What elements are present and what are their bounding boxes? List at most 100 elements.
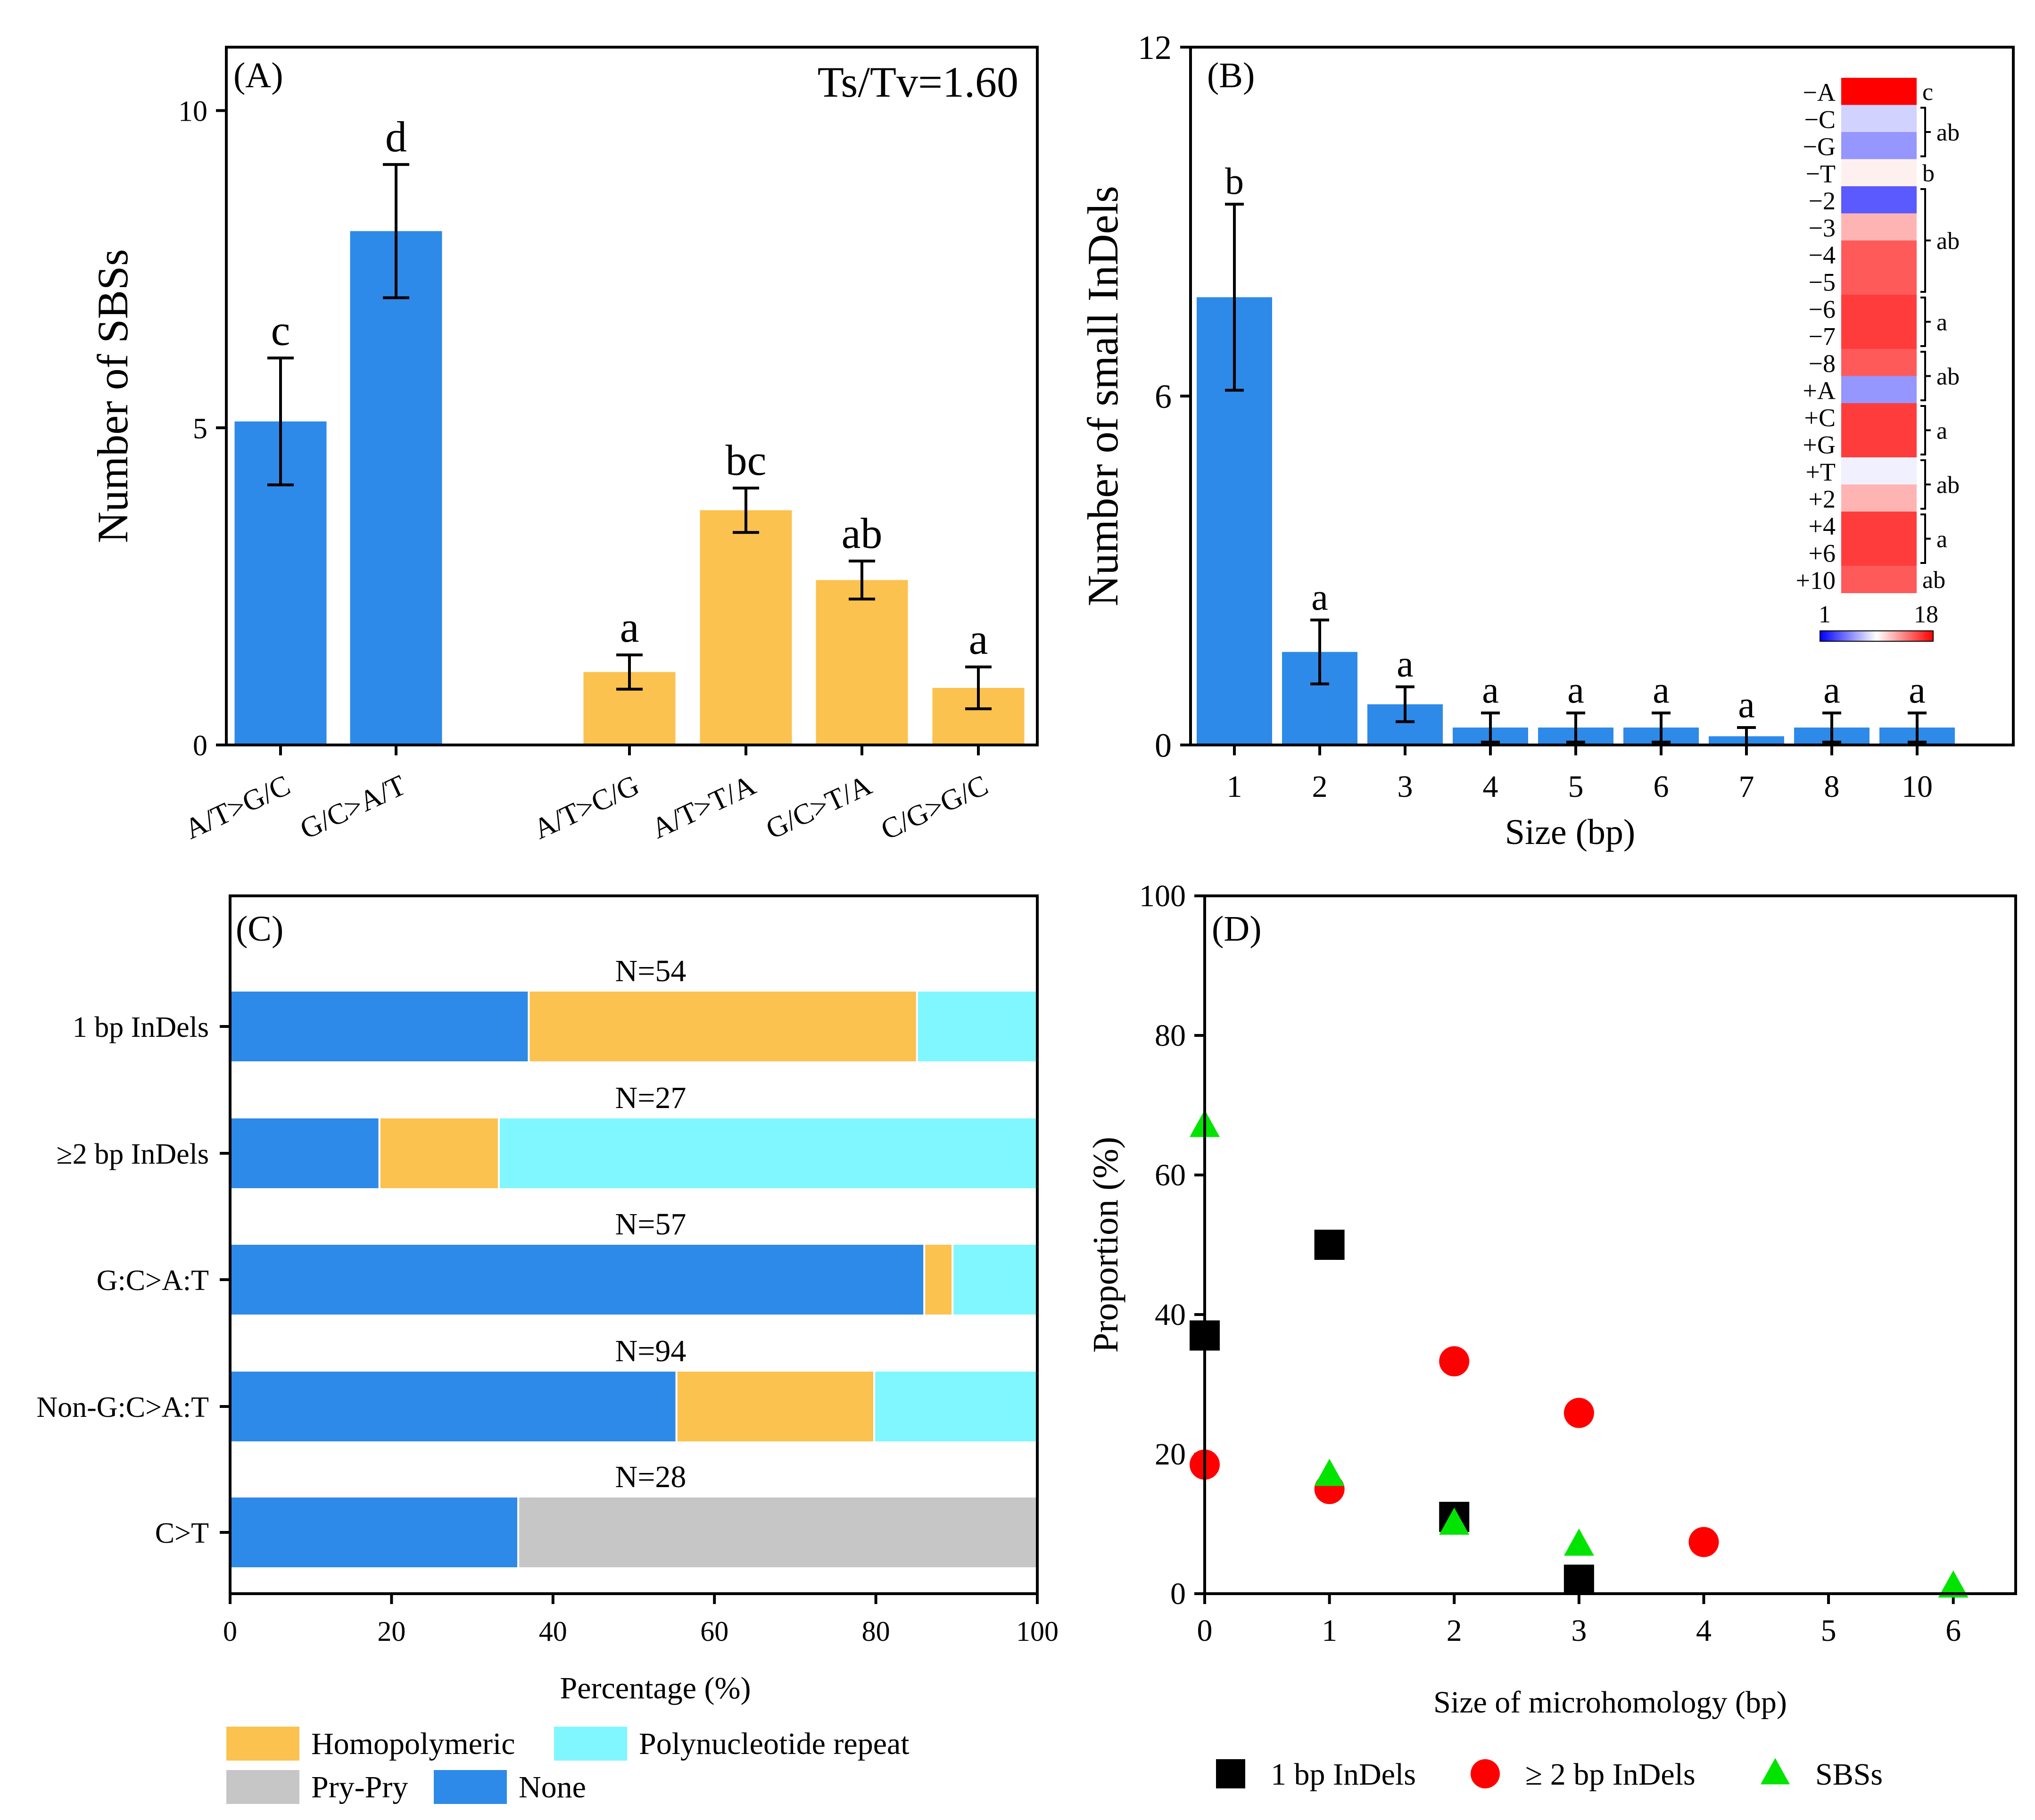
panel-d-xlabel: Size of microhomology (bp) (1433, 1685, 1787, 1720)
panel-d-xtick-label: 0 (1197, 1613, 1213, 1648)
panel-b-xtick-label: 2 (1312, 769, 1328, 804)
heatmap-cell (1841, 512, 1917, 539)
panel-a-xtick-label: G/C>A/T (295, 769, 411, 845)
panel-b-ytick-label: 12 (1138, 29, 1172, 66)
panel-c-bar-segment (916, 990, 1038, 1063)
panel-d-xtick-label: 3 (1571, 1613, 1587, 1648)
panel-b-xtick-label: 7 (1739, 769, 1754, 804)
heatmap-group-bracket (1920, 459, 1931, 510)
panel-c-legend-label: None (519, 1770, 586, 1804)
heatmap-group-bracket (1920, 107, 1931, 157)
panel-a-ytick-label: 0 (193, 730, 207, 762)
panel-d-ytick-label: 100 (1139, 879, 1186, 913)
panel-b-ylabel: Number of small InDels (1079, 186, 1127, 606)
panel-c-ytick-label: 1 bp InDels (73, 1011, 209, 1043)
panel-a-sig-letter: a (620, 603, 639, 651)
panel-d-point-circle (1563, 1398, 1594, 1428)
panel-d-point-square (1314, 1230, 1345, 1260)
panel-c-n-label: N=54 (615, 954, 687, 988)
panel-c-bar-segment (528, 990, 918, 1063)
heatmap-row-label: +6 (1809, 539, 1836, 567)
panel-c-label: (C) (236, 909, 283, 949)
panel-b: 0 6 12 b 1 a 2 a 3 a 4 a 5 a 6 a 7 a 8 a 10 (B) Size (bp) Nu… (1079, 29, 2015, 852)
panel-b-sig-letter: a (1397, 644, 1414, 685)
panel-c-xtick-label: 20 (377, 1616, 405, 1647)
heatmap-row-label: −6 (1809, 295, 1836, 323)
heatmap-cell (1841, 322, 1917, 349)
panel-d-frame (1203, 894, 2017, 1595)
panel-c-legend-swatch (434, 1770, 507, 1804)
panel-d-marks: 0 20 40 60 80 100 0 1 2 3 4 5 6 (1139, 879, 1969, 1648)
panel-c-ytick-label: Non-G:C>A:T (36, 1391, 209, 1423)
panel-d-xtick-label: 5 (1821, 1613, 1836, 1648)
heatmap-scale-max: 18 (1914, 601, 1938, 628)
heatmap-cell (1841, 186, 1917, 214)
panel-c-bar-segment (229, 990, 530, 1063)
panel-b-sig-letter: a (1738, 684, 1755, 726)
panel-c-n-label: N=94 (615, 1334, 687, 1368)
panel-d: 0 20 40 60 80 100 0 1 2 3 4 5 6 (D) Size of microhom… (1086, 879, 2017, 1792)
panel-b-xtick-label: 4 (1483, 769, 1498, 804)
panel-c-bar-segment (923, 1243, 954, 1316)
panel-c-legend-swatch (226, 1727, 299, 1761)
panel-b-label: (B) (1207, 56, 1255, 95)
panel-b-xtick-label: 8 (1824, 769, 1840, 804)
panel-d-ytick-label: 60 (1155, 1158, 1186, 1192)
panel-c-legend-label: Homopolymeric (311, 1727, 515, 1761)
heatmap-cell (1841, 213, 1917, 241)
panel-d-legend: 1 bp InDels ≥ 2 bp InDels SBSs (1216, 1757, 1883, 1792)
heatmap-row-label: +10 (1796, 566, 1836, 595)
panel-b-sig-letter: a (1567, 670, 1584, 711)
heatmap-cell (1841, 430, 1917, 458)
panel-d-xtick-label: 2 (1447, 1613, 1462, 1648)
panel-a-sig-letter: c (271, 306, 290, 354)
panel-a-ytick-label: 5 (193, 413, 207, 445)
panel-c: 0 20 40 60 80 100 1 bp InDels N=54 ≥2 bp InDels N… (36, 894, 1059, 1804)
heatmap-group-letter: a (1936, 526, 1947, 553)
heatmap-cell (1841, 457, 1917, 485)
panel-c-bar-segment (517, 1496, 1038, 1569)
panel-d-ytick-label: 80 (1155, 1018, 1186, 1053)
heatmap-row-label: −G (1803, 132, 1836, 161)
heatmap-group-bracket (1920, 351, 1931, 401)
panel-a-sig-letter: d (385, 113, 407, 161)
panel-c-xtick-label: 40 (539, 1616, 567, 1647)
panel-a-sig-letter: ab (842, 509, 883, 557)
panel-d-legend-marker (1471, 1759, 1500, 1788)
panel-c-bar-segment (229, 1117, 381, 1190)
heatmap-scale-min: 1 (1819, 601, 1831, 628)
heatmap-row-label: −2 (1809, 187, 1836, 215)
heatmap-row-label: +C (1804, 404, 1836, 432)
panel-c-n-label: N=57 (615, 1207, 687, 1241)
heatmap-cell (1841, 349, 1917, 376)
indel-heatmap: −A−C−G−T−2−3−4−5−6−7−8+A+C+G+T+2+4+6+10 c… (1796, 78, 1960, 595)
heatmap-group-letter: ab (1922, 567, 1945, 594)
panel-b-marks: 0 6 12 b 1 a 2 a 3 a 4 a 5 a 6 a 7 a 8 a 10 (1138, 29, 1955, 804)
heatmap-row-label: +4 (1809, 512, 1836, 540)
heatmap-cell (1841, 295, 1917, 322)
panel-d-legend-label: SBSs (1815, 1757, 1883, 1792)
panel-d-point-circle (1439, 1346, 1470, 1377)
panel-c-bar-segment (229, 1370, 678, 1443)
panel-a-frame (225, 46, 1039, 746)
heatmap-row-label: −T (1806, 159, 1836, 188)
heatmap-row-label: +G (1803, 430, 1836, 459)
panel-d-xtick-label: 4 (1696, 1613, 1712, 1648)
heatmap-cell (1841, 240, 1917, 268)
heatmap-cell (1841, 538, 1917, 566)
panel-a-marks: 0 5 10 c A/T>G/C d G/C>A/T a A/T>C/G bc A/T>T/A ab G… (178, 96, 1025, 846)
panel-c-legend: Homopolymeric Polynucleotide repeat Pry-Pr… (226, 1727, 910, 1804)
heatmap-group-letter: ab (1936, 364, 1960, 390)
heatmap-group-letter: c (1922, 79, 1933, 106)
panel-d-legend-label: 1 bp InDels (1271, 1757, 1416, 1792)
heatmap-row-label: −3 (1809, 214, 1836, 242)
panel-a-xtick-label: A/T>C/G (529, 769, 644, 845)
heatmap-group-letter: ab (1936, 119, 1960, 146)
panel-c-xtick-label: 0 (223, 1616, 237, 1647)
panel-c-bar-segment (873, 1370, 1039, 1443)
panel-d-xtick-label: 1 (1322, 1613, 1337, 1648)
heatmap-cell (1841, 159, 1917, 187)
panel-c-bar-segment (675, 1370, 876, 1443)
panel-c-n-label: N=28 (615, 1460, 687, 1494)
panel-d-ylabel: Proportion (%) (1086, 1137, 1125, 1353)
